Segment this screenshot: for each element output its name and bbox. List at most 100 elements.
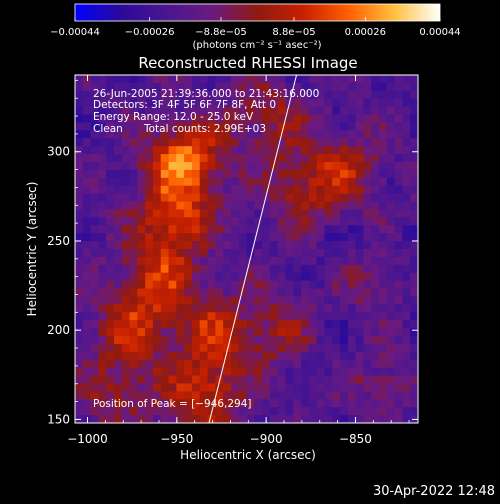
heatmap-cell xyxy=(152,288,162,298)
heatmap-cell xyxy=(168,272,177,282)
heatmap-cell xyxy=(191,146,201,155)
heatmap-cell xyxy=(223,209,232,218)
heatmap-cell xyxy=(145,106,154,116)
heatmap-cell xyxy=(402,288,411,298)
heatmap-cell xyxy=(230,241,240,250)
heatmap-cell xyxy=(371,122,380,131)
heatmap-cell xyxy=(355,138,365,147)
heatmap-cell xyxy=(262,241,271,250)
heatmap-cell xyxy=(215,146,224,155)
heatmap-cell xyxy=(75,256,84,266)
heatmap-cell xyxy=(106,375,115,385)
heatmap-cell xyxy=(371,106,380,116)
heatmap-cell xyxy=(254,320,263,329)
heatmap-cell xyxy=(340,106,349,116)
heatmap-cell xyxy=(230,122,240,131)
heatmap-cell xyxy=(176,217,185,226)
heatmap-cell xyxy=(113,328,123,337)
heatmap-cell xyxy=(355,233,365,242)
time-range-text: 26-Jun-2005 21:39:36.000 to 21:43:16.000 xyxy=(93,88,319,100)
heatmap-cell xyxy=(355,201,365,211)
heatmap-cell xyxy=(137,367,146,377)
heatmap-cell xyxy=(82,312,92,321)
heatmap-cell xyxy=(215,312,224,321)
heatmap-cell xyxy=(199,383,209,392)
y-tick-label: 300 xyxy=(47,145,70,159)
heatmap-cell xyxy=(316,399,326,408)
heatmap-cell xyxy=(121,272,131,282)
heatmap-cell xyxy=(301,367,310,377)
heatmap-cell xyxy=(129,367,138,377)
heatmap-cell xyxy=(363,146,372,155)
y-axis-label: Heliocentric Y (arcsec) xyxy=(25,182,39,317)
heatmap-cell xyxy=(113,146,123,155)
heatmap-cell xyxy=(332,249,341,258)
heatmap-cell xyxy=(75,130,84,139)
heatmap-cell xyxy=(207,82,216,92)
heatmap-cell xyxy=(246,367,255,377)
heatmap-cell xyxy=(121,304,131,313)
heatmap-cell xyxy=(129,98,138,108)
heatmap-cell xyxy=(176,154,185,163)
heatmap-cell xyxy=(386,130,396,139)
heatmap-cell xyxy=(402,399,411,408)
heatmap-cell xyxy=(230,320,240,329)
heatmap-cell xyxy=(238,201,248,211)
heatmap-cell xyxy=(238,249,248,258)
heatmap-cell xyxy=(113,256,123,266)
heatmap-cell xyxy=(246,138,255,147)
detectors-text: Detectors: 3F 4F 5F 6F 7F 8F, Att 0 xyxy=(93,99,276,111)
heatmap-cell xyxy=(106,177,115,187)
heatmap-cell xyxy=(184,138,193,147)
heatmap-cell xyxy=(191,375,201,385)
heatmap-cell xyxy=(363,383,372,392)
heatmap-cell xyxy=(394,241,404,250)
heatmap-cell xyxy=(113,225,123,234)
heatmap-cell xyxy=(332,312,341,321)
heatmap-cell xyxy=(145,138,154,147)
heatmap-cell xyxy=(316,264,326,274)
heatmap-cell xyxy=(215,415,224,423)
heatmap-cell xyxy=(199,256,209,266)
heatmap-cell xyxy=(410,154,418,163)
heatmap-cell xyxy=(301,256,310,266)
heatmap-cell xyxy=(82,359,92,369)
heatmap-cell xyxy=(410,288,418,298)
heatmap-cell xyxy=(402,241,411,250)
heatmap-cell xyxy=(191,193,201,203)
heatmap-cell xyxy=(176,383,185,392)
heatmap-cell xyxy=(184,272,193,282)
heatmap-cell xyxy=(269,383,279,392)
heatmap-cell xyxy=(355,217,365,226)
heatmap-cell xyxy=(113,162,123,171)
heatmap-cell xyxy=(191,122,201,131)
heatmap-cell xyxy=(137,75,146,84)
heatmap-cell xyxy=(316,351,326,361)
heatmap-cell xyxy=(308,122,318,131)
heatmap-cell xyxy=(184,367,193,377)
heatmap-cell xyxy=(129,82,138,92)
heatmap-cell xyxy=(371,336,380,345)
heatmap-cell xyxy=(106,256,115,266)
heatmap-cell xyxy=(215,114,224,124)
heatmap-cell xyxy=(215,185,224,195)
heatmap-cell xyxy=(113,217,123,226)
heatmap-cell xyxy=(90,256,99,266)
heatmap-cell xyxy=(332,201,341,211)
heatmap-cell xyxy=(308,288,318,298)
heatmap-cell xyxy=(332,383,341,392)
heatmap-cell xyxy=(113,375,123,385)
heatmap-cell xyxy=(355,312,365,321)
heatmap-cell xyxy=(363,98,372,108)
heatmap-cell xyxy=(371,241,380,250)
heatmap-cell xyxy=(347,169,357,179)
heatmap-cell xyxy=(308,154,318,163)
heatmap-cell xyxy=(75,241,84,250)
heatmap-cell xyxy=(238,162,248,171)
heatmap-cell xyxy=(355,415,365,423)
heatmap-cell xyxy=(269,304,279,313)
heatmap-cell xyxy=(176,343,185,353)
heatmap-cell xyxy=(191,280,201,290)
heatmap-cell xyxy=(379,154,388,163)
heatmap-cell xyxy=(230,201,240,211)
